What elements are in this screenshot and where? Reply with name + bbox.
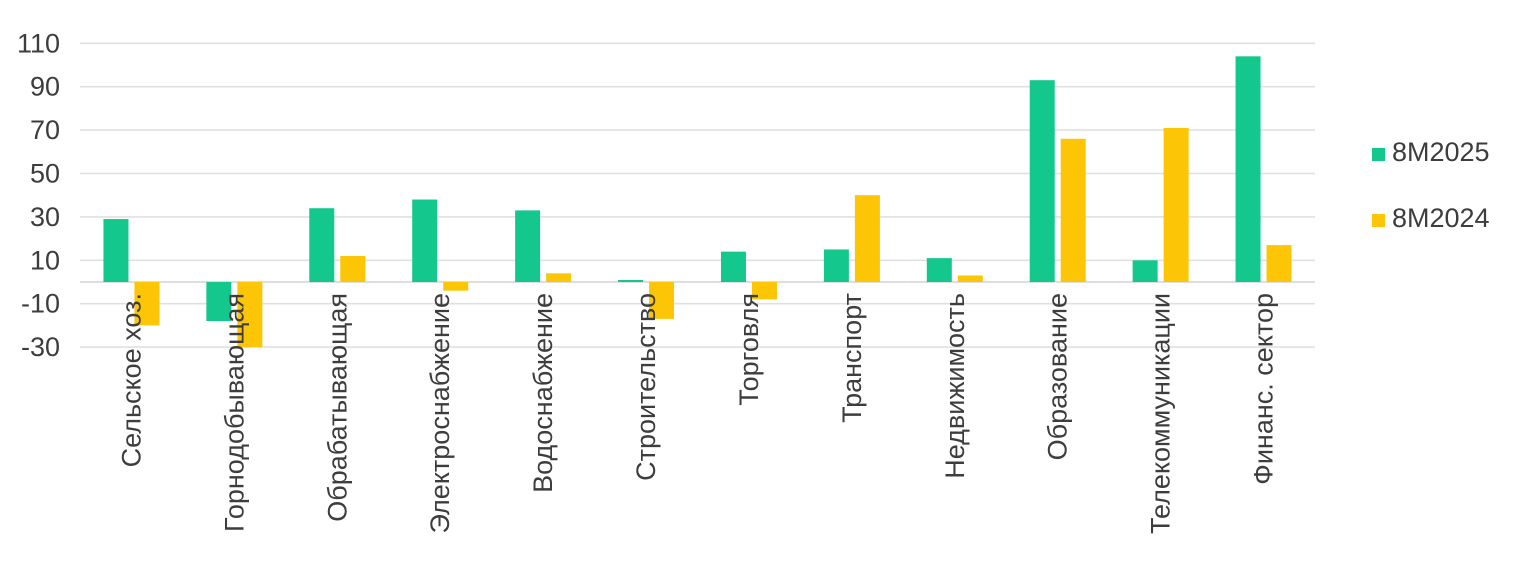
bar-8M2024-5 — [649, 282, 675, 319]
bar-8M2024-7 — [854, 195, 880, 282]
bar-8M2024-9 — [1060, 138, 1086, 282]
y-tick-label: -30 — [21, 332, 60, 362]
category-label: Горнодобывающая — [219, 293, 249, 532]
legend-swatch-8M2025 — [1372, 148, 1385, 161]
category-label: Торговля — [734, 293, 764, 406]
bar-8M2025-6 — [720, 251, 746, 282]
category-label: Финанс. сектор — [1249, 293, 1279, 485]
bar-8M2025-3 — [412, 199, 438, 282]
y-tick-label: -10 — [21, 289, 60, 319]
bar-8M2025-2 — [309, 208, 335, 282]
bar-8M2024-4 — [546, 273, 572, 282]
bar-8M2024-8 — [957, 275, 983, 282]
bar-8M2025-9 — [1029, 80, 1055, 282]
legend-label-8M2025: 8M2025 — [1392, 137, 1490, 167]
bar-8M2025-0 — [103, 219, 129, 282]
bar-8M2025-4 — [515, 210, 541, 282]
bar-8M2024-0 — [134, 282, 160, 326]
category-label: Строительство — [631, 293, 661, 481]
bar-8M2024-10 — [1163, 127, 1189, 283]
category-label: Сельское хоз. — [116, 293, 146, 467]
bar-8M2025-11 — [1235, 56, 1261, 282]
legend-swatch-8M2024 — [1372, 214, 1385, 227]
bar-8M2025-1 — [206, 282, 232, 322]
bar-8M2025-8 — [926, 258, 952, 282]
bar-8M2024-3 — [443, 282, 469, 291]
y-tick-label: 30 — [30, 202, 60, 232]
bar-8M2024-11 — [1266, 245, 1292, 282]
bar-8M2024-1 — [237, 282, 263, 348]
y-tick-label: 70 — [30, 115, 60, 145]
bar-8M2025-10 — [1132, 260, 1158, 282]
category-label: Недвижимость — [940, 293, 970, 479]
category-label: Обрабатывающая — [322, 293, 352, 522]
category-label: Транспорт — [837, 293, 867, 423]
bar-8M2025-7 — [823, 249, 849, 282]
category-label: Телекоммуникации — [1146, 293, 1176, 534]
category-label: Водоснабжение — [528, 293, 558, 493]
y-tick-label: 50 — [30, 159, 60, 189]
y-tick-label: 110 — [17, 28, 60, 58]
bar-8M2024-6 — [751, 282, 777, 300]
bar-8M2025-5 — [618, 280, 644, 282]
bar-8M2024-2 — [340, 255, 366, 282]
legend-label-8M2024: 8M2024 — [1392, 203, 1490, 233]
y-tick-label: 90 — [30, 72, 60, 102]
category-label: Электроснабжение — [425, 293, 455, 533]
category-label: Образование — [1043, 293, 1073, 460]
y-tick-label: 10 — [30, 245, 60, 275]
